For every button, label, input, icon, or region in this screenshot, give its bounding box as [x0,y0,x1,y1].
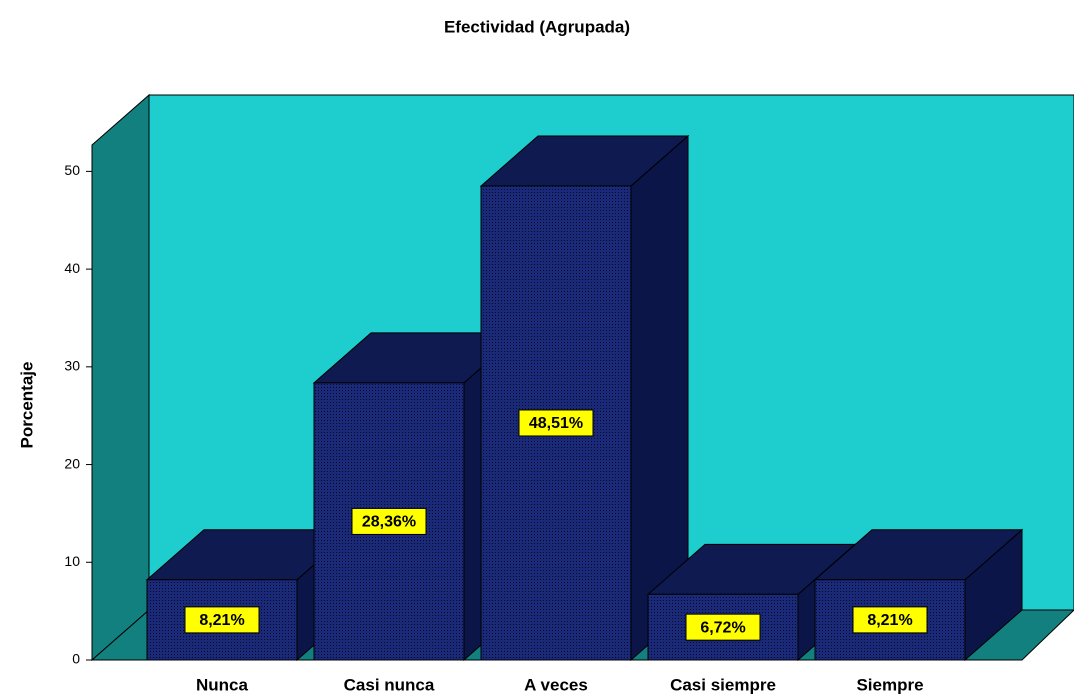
value-label: 28,36% [362,514,416,531]
side-wall [91,93,150,662]
y-tick-label: 10 [64,553,80,569]
x-tick-label: Casi siempre [670,675,776,694]
value-label: 8,21% [199,612,244,629]
y-tick-label: 30 [64,358,80,374]
x-tick-label: Casi nunca [344,675,435,694]
value-label: 48,51% [529,415,583,432]
value-label-box [518,409,594,437]
value-label-box [685,613,761,641]
x-tick-label: A veces [524,675,588,694]
value-label-box [184,606,260,634]
value-label: 6,72% [700,619,745,636]
x-tick-label: Siempre [856,675,923,694]
y-axis-title: Porcentaje [17,362,36,449]
value-label: 8,21% [867,612,912,629]
x-tick-label: Nunca [196,675,249,694]
y-tick-label: 0 [72,651,80,667]
value-label-box [351,507,427,535]
chart-title: Efectividad (Agrupada) [444,17,630,36]
y-tick-label: 20 [64,455,80,471]
value-label-box [852,606,928,634]
y-tick-label: 40 [64,260,80,276]
y-tick-label: 50 [64,162,80,178]
